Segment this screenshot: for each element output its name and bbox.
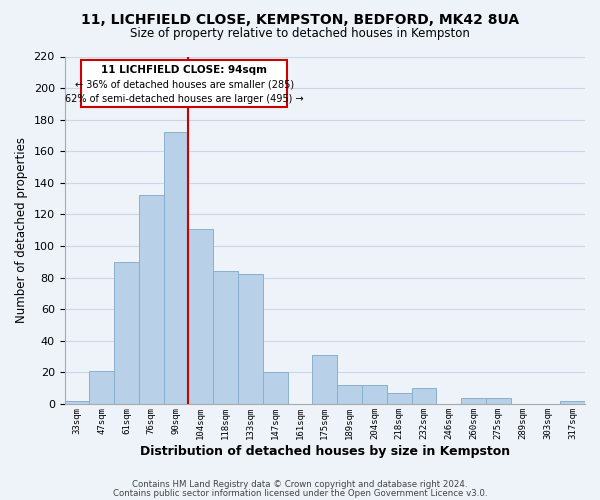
Text: Size of property relative to detached houses in Kempston: Size of property relative to detached ho… [130,28,470,40]
Bar [412,388,436,404]
Bar [337,385,362,404]
Bar [362,385,387,404]
Bar [188,228,213,404]
FancyBboxPatch shape [82,60,287,107]
Text: Contains public sector information licensed under the Open Government Licence v3: Contains public sector information licen… [113,489,487,498]
Bar [461,398,486,404]
Bar [238,274,263,404]
Text: ← 36% of detached houses are smaller (285): ← 36% of detached houses are smaller (28… [74,80,294,90]
Bar [560,401,585,404]
Bar [313,355,337,404]
X-axis label: Distribution of detached houses by size in Kempston: Distribution of detached houses by size … [140,444,510,458]
Bar [114,262,139,404]
Y-axis label: Number of detached properties: Number of detached properties [15,137,28,323]
Bar [387,393,412,404]
Bar [486,398,511,404]
Bar [164,132,188,404]
Text: 11 LICHFIELD CLOSE: 94sqm: 11 LICHFIELD CLOSE: 94sqm [101,65,267,75]
Bar [139,196,164,404]
Text: 11, LICHFIELD CLOSE, KEMPSTON, BEDFORD, MK42 8UA: 11, LICHFIELD CLOSE, KEMPSTON, BEDFORD, … [81,12,519,26]
Text: 62% of semi-detached houses are larger (495) →: 62% of semi-detached houses are larger (… [65,94,304,104]
Bar [65,401,89,404]
Text: Contains HM Land Registry data © Crown copyright and database right 2024.: Contains HM Land Registry data © Crown c… [132,480,468,489]
Bar [89,371,114,404]
Bar [263,372,287,404]
Bar [213,272,238,404]
